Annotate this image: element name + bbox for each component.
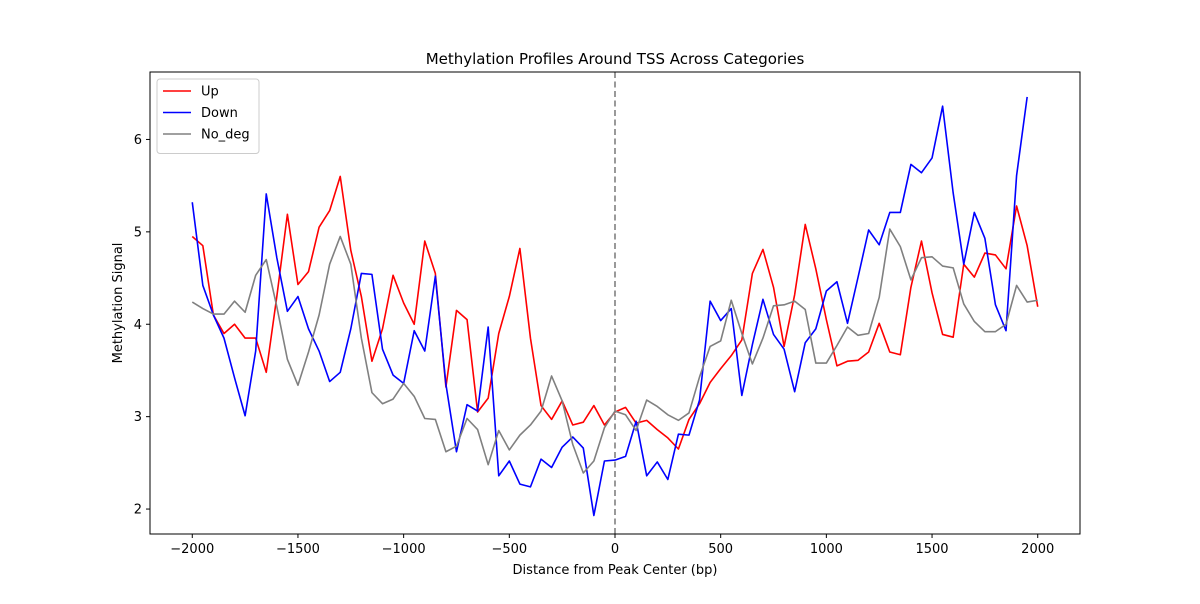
chart-title: Methylation Profiles Around TSS Across C… <box>426 50 805 68</box>
x-tick-label: −1500 <box>276 542 320 557</box>
x-tick-label: −500 <box>491 542 527 557</box>
x-tick-label: −2000 <box>170 542 214 557</box>
legend-label: Up <box>201 85 219 100</box>
series-line-no-deg <box>191 228 1038 474</box>
y-tick-label: 5 <box>134 225 142 240</box>
x-tick-label: −1000 <box>382 542 426 557</box>
y-axis: 2 3 4 5 6 <box>134 133 150 518</box>
x-tick-label: 2000 <box>1021 542 1054 557</box>
legend-box <box>156 78 260 154</box>
x-axis: −2000 −1500 −1000 −500 0 500 1000 1500 2000 <box>170 534 1054 557</box>
series-line-down <box>191 96 1028 517</box>
legend: Up Down No_deg <box>156 78 260 154</box>
x-axis-label: Distance from Peak Center (bp) <box>513 563 718 578</box>
x-tick-label: 500 <box>708 542 733 557</box>
x-tick-label: 1000 <box>810 542 843 557</box>
x-tick-label: 0 <box>611 542 619 557</box>
y-axis-label: Methylation Signal <box>111 243 126 364</box>
y-tick-label: 6 <box>134 133 142 148</box>
x-tick-label: 1500 <box>915 542 948 557</box>
legend-label: No_deg <box>201 128 250 143</box>
y-tick-label: 4 <box>134 318 142 333</box>
y-tick-label: 2 <box>134 503 142 518</box>
legend-label: Down <box>201 106 238 121</box>
y-tick-label: 3 <box>134 410 142 425</box>
